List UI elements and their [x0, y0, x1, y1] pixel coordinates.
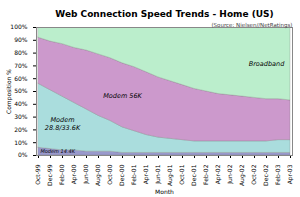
svg-text:(Source: Nielsen//NetRatings): (Source: Nielsen//NetRatings): [211, 22, 292, 29]
svg-text:Jun-00: Jun-00: [82, 164, 90, 184]
svg-text:Aug-00: Aug-00: [94, 164, 102, 186]
svg-text:Broadband: Broadband: [249, 60, 285, 68]
svg-text:90%: 90%: [14, 36, 28, 43]
svg-text:Apr-01: Apr-01: [142, 164, 150, 184]
svg-text:50%: 50%: [14, 87, 28, 94]
svg-text:10%: 10%: [14, 139, 28, 146]
svg-text:Modem 14.4K: Modem 14.4K: [41, 148, 76, 154]
svg-text:Composition %: Composition %: [5, 69, 13, 114]
svg-text:Oct-99: Oct-99: [34, 164, 41, 184]
svg-text:80%: 80%: [14, 49, 28, 56]
svg-text:20%: 20%: [14, 126, 28, 133]
svg-text:Jun-02: Jun-02: [226, 164, 234, 184]
svg-text:60%: 60%: [14, 75, 28, 82]
svg-text:100%: 100%: [10, 23, 27, 30]
svg-text:Dec-00: Dec-00: [118, 164, 125, 186]
svg-text:Dec-02: Dec-02: [262, 164, 269, 186]
svg-text:Feb-03: Feb-03: [274, 164, 281, 185]
svg-text:40%: 40%: [14, 100, 28, 107]
svg-text:70%: 70%: [14, 62, 28, 69]
svg-text:Apr-00: Apr-00: [70, 164, 78, 184]
svg-text:Modem 56K: Modem 56K: [103, 92, 142, 100]
svg-text:Oct-00: Oct-00: [106, 164, 113, 184]
svg-text:Oct-02: Oct-02: [250, 164, 257, 184]
svg-text:Feb-02: Feb-02: [202, 164, 209, 185]
svg-text:Dec-99: Dec-99: [46, 164, 53, 186]
svg-text:Web Connection Speed Trends -: Web Connection Speed Trends - Home (US): [55, 9, 273, 19]
svg-text:30%: 30%: [14, 113, 28, 120]
svg-text:Modem28.8/33.6K: Modem28.8/33.6K: [45, 116, 81, 132]
svg-text:Apr-02: Apr-02: [214, 164, 222, 184]
svg-text:Feb-01: Feb-01: [130, 164, 137, 185]
svg-text:Aug-02: Aug-02: [238, 164, 246, 186]
svg-text:Dec-01: Dec-01: [190, 164, 197, 186]
svg-text:Jun-01: Jun-01: [154, 164, 162, 184]
svg-text:Month: Month: [155, 188, 174, 195]
svg-text:0%: 0%: [18, 151, 28, 158]
svg-text:Aug-01: Aug-01: [166, 164, 174, 186]
svg-text:Apr-03: Apr-03: [286, 164, 294, 184]
svg-text:Feb-00: Feb-00: [58, 164, 65, 185]
svg-text:Oct-01: Oct-01: [178, 164, 185, 184]
